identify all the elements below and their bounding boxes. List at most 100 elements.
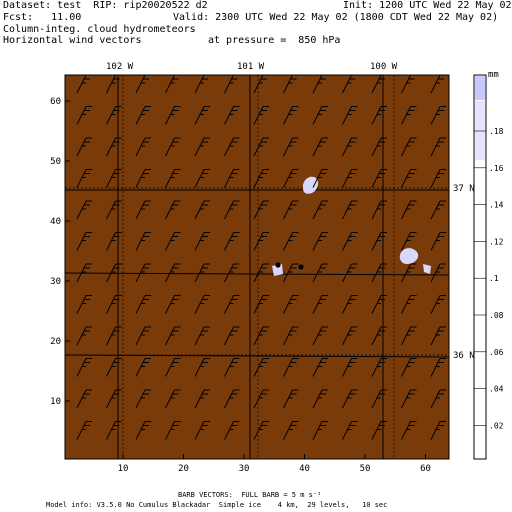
- wind-barb: [194, 263, 210, 283]
- colorbar-label: .04: [489, 385, 504, 394]
- wind-barb: [283, 326, 299, 346]
- wind-barb: [135, 326, 151, 346]
- lat-label-2: 36 N: [453, 351, 475, 361]
- wind-barb: [401, 295, 417, 314]
- wind-barb: [283, 263, 299, 283]
- wind-barb: [106, 137, 122, 157]
- barb-legend: BARB VECTORS: FULL BARB = 5 m s⁻¹: [178, 491, 322, 499]
- wind-barb: [430, 389, 446, 409]
- wind-barb: [430, 74, 446, 94]
- colorbar-label: .18: [489, 127, 504, 136]
- wind-barb: [76, 389, 92, 409]
- wind-barb: [165, 74, 181, 94]
- wind-barb: [283, 74, 299, 94]
- wind-barb: [371, 295, 387, 314]
- wind-barb: [371, 200, 387, 220]
- wind-barb: [371, 137, 387, 157]
- wind-barb: [135, 106, 151, 125]
- wind-barb: [76, 106, 92, 125]
- wind-barb: [401, 106, 417, 125]
- wind-barb: [165, 358, 181, 377]
- wind-barb: [312, 106, 328, 125]
- wind-barb: [194, 169, 210, 188]
- wind-barb: [371, 326, 387, 346]
- wind-barb: [224, 389, 240, 409]
- colorbar-label: .12: [489, 237, 504, 246]
- wind-barb: [312, 169, 328, 188]
- wind-barb: [342, 200, 358, 220]
- wind-barb: [76, 358, 92, 377]
- wind-barb: [165, 200, 181, 220]
- colorbar-label: .02: [489, 421, 504, 430]
- wind-barb: [401, 389, 417, 409]
- lon-label-2: 101 W: [237, 62, 265, 72]
- wind-barbs: [76, 74, 446, 440]
- x-axis: 10 20 30 40 50 60: [118, 454, 431, 474]
- y-tick-label: 50: [50, 157, 61, 167]
- wind-barb: [76, 326, 92, 346]
- wind-barb: [283, 232, 299, 251]
- x-tick-label: 30: [239, 464, 250, 474]
- y-tick-label: 60: [50, 97, 61, 107]
- wind-barb: [194, 200, 210, 220]
- wind-barb: [342, 326, 358, 346]
- y-axis: 60 50 40 30 20 10: [50, 97, 70, 407]
- colorbar-label: .16: [489, 164, 504, 173]
- wind-barb: [76, 421, 92, 440]
- cloud-patch: [302, 176, 319, 194]
- wind-barb: [401, 232, 417, 251]
- wind-barb: [342, 137, 358, 157]
- wind-barb: [371, 74, 387, 94]
- wind-barb: [401, 74, 417, 94]
- wind-barb: [135, 358, 151, 377]
- wind-barb: [224, 200, 240, 220]
- pressure-label: at pressure = 850 hPa: [208, 35, 341, 46]
- wind-barb: [194, 421, 210, 440]
- wind-barb: [253, 137, 269, 157]
- cloud-hydrometeor-patches: [272, 176, 431, 276]
- wind-barb: [76, 295, 92, 314]
- wind-barb: [371, 106, 387, 125]
- wind-barb: [165, 232, 181, 251]
- wind-barb: [135, 263, 151, 283]
- wind-barb: [430, 137, 446, 157]
- wind-barb: [371, 232, 387, 251]
- colorbar-label: .14: [489, 201, 504, 210]
- wind-barb: [401, 326, 417, 346]
- wind-barb: [430, 358, 446, 377]
- wind-barb: [342, 389, 358, 409]
- init-label: Init: 1200 UTC Wed 22 May 02: [343, 0, 512, 11]
- wind-barb: [194, 389, 210, 409]
- wind-barb: [165, 106, 181, 125]
- dataset-label: Dataset: test RIP: rip20020522 d2: [3, 0, 208, 11]
- wind-barb: [135, 232, 151, 251]
- wind-barb: [224, 169, 240, 188]
- wind-barb: [224, 137, 240, 157]
- wind-barb: [371, 389, 387, 409]
- wind-barb: [371, 263, 387, 283]
- y-tick-label: 20: [50, 337, 61, 347]
- wind-barb: [106, 295, 122, 314]
- wind-barb: [106, 200, 122, 220]
- field-label-wind: Horizontal wind vectors: [3, 35, 142, 46]
- wind-barb: [401, 358, 417, 377]
- wind-barb: [106, 74, 122, 94]
- wind-barb: [194, 326, 210, 346]
- wind-barb: [342, 295, 358, 314]
- wind-barb: [312, 263, 328, 283]
- colorbar-label: .1: [489, 274, 499, 283]
- wind-barb: [401, 169, 417, 188]
- lat-label-1: 37 N: [453, 184, 475, 194]
- wind-barb: [253, 295, 269, 314]
- wind-barb: [194, 358, 210, 377]
- wind-barb: [430, 200, 446, 220]
- wind-barb: [135, 169, 151, 188]
- wind-barb: [430, 421, 446, 440]
- wind-barb: [342, 421, 358, 440]
- wind-barb: [224, 421, 240, 440]
- wind-barb: [106, 326, 122, 346]
- wind-barb: [224, 232, 240, 251]
- wind-barb: [283, 200, 299, 220]
- wind-barb: [371, 421, 387, 440]
